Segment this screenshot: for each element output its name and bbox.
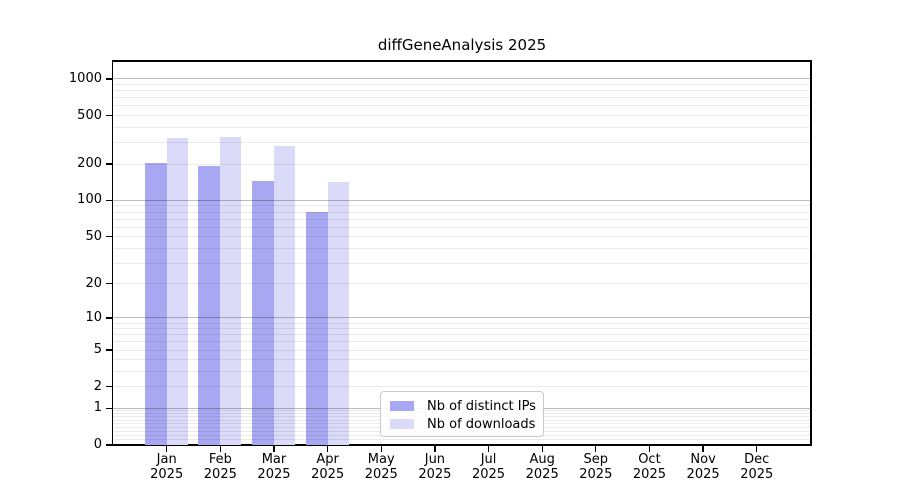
- x-tick-label: Dec 2025: [740, 452, 774, 482]
- y-tick-label: 2: [93, 378, 102, 394]
- minor-gridline: [113, 371, 811, 373]
- minor-gridline: [113, 163, 811, 165]
- legend-swatch-distinct-ips: [390, 401, 414, 411]
- minor-gridline: [113, 262, 811, 264]
- bar-distinct-ips: [251, 180, 274, 445]
- x-tick-mark: [434, 445, 436, 453]
- minor-gridline: [113, 283, 811, 285]
- x-tick-label: Aug 2025: [525, 452, 559, 482]
- minor-gridline: [113, 247, 811, 249]
- minor-gridline: [113, 126, 811, 128]
- y-tick-label: 1000: [68, 70, 102, 86]
- bar-distinct-ips: [305, 212, 328, 445]
- x-tick-mark: [595, 445, 597, 453]
- x-tick-label: Nov 2025: [686, 452, 720, 482]
- spine-bottom: [112, 444, 812, 446]
- spine-top: [112, 60, 812, 62]
- major-gridline: [113, 199, 811, 201]
- minor-gridline: [113, 97, 811, 99]
- bar-downloads: [327, 181, 349, 445]
- x-tick-label: Mar 2025: [257, 452, 291, 482]
- x-tick-mark: [273, 445, 275, 453]
- y-tick-label: 200: [77, 156, 102, 171]
- major-gridline: [113, 317, 811, 319]
- x-tick-mark: [380, 445, 382, 453]
- y-tick-mark: [106, 407, 113, 409]
- x-tick-label: Apr 2025: [311, 452, 345, 482]
- x-tick-mark: [326, 445, 329, 453]
- major-gridline: [113, 78, 811, 80]
- y-tick-label: 10: [85, 309, 102, 325]
- y-tick-mark: [106, 114, 113, 117]
- spine-right: [810, 60, 812, 446]
- y-tick-label: 50: [85, 228, 102, 244]
- x-tick-mark: [648, 445, 651, 453]
- y-tick-mark: [106, 317, 113, 319]
- y-tick-mark: [106, 386, 113, 388]
- x-tick-label: Jan 2025: [150, 452, 184, 482]
- x-tick-label: Jul 2025: [471, 452, 506, 482]
- minor-gridline: [113, 349, 811, 351]
- y-tick-label: 20: [85, 275, 102, 291]
- legend-item-downloads: Nb of downloads: [390, 415, 535, 433]
- x-tick-label: Feb 2025: [203, 452, 237, 482]
- minor-gridline: [113, 90, 811, 92]
- bar-downloads: [166, 138, 188, 445]
- y-tick-label: 1: [93, 400, 102, 416]
- minor-gridline: [113, 142, 811, 144]
- bar-distinct-ips: [144, 162, 167, 445]
- minor-gridline: [113, 105, 811, 107]
- minor-gridline: [113, 341, 811, 343]
- legend-label-distinct-ips: Nb of distinct IPs: [427, 398, 536, 414]
- legend: Nb of distinct IPs Nb of downloads: [380, 391, 544, 437]
- legend-item-distinct-ips: Nb of distinct IPs: [390, 397, 536, 415]
- x-tick-mark: [487, 445, 490, 453]
- y-tick-mark: [106, 199, 113, 202]
- y-tick-mark: [106, 236, 113, 238]
- x-tick-mark: [756, 445, 758, 453]
- plot-area: [113, 61, 811, 445]
- minor-gridline: [113, 211, 811, 213]
- y-tick-label: 500: [77, 107, 102, 123]
- minor-gridline: [113, 439, 811, 441]
- bar-downloads: [220, 136, 242, 445]
- minor-gridline: [113, 236, 811, 238]
- x-tick-mark: [702, 445, 704, 453]
- y-tick-label: 100: [77, 192, 102, 208]
- minor-gridline: [113, 386, 811, 388]
- legend-label-downloads: Nb of downloads: [427, 416, 536, 432]
- bar-distinct-ips: [198, 166, 221, 445]
- y-tick-mark: [106, 349, 113, 351]
- x-tick-label: Sep 2025: [579, 452, 613, 482]
- x-tick-label: Jun 2025: [418, 452, 452, 482]
- x-tick-mark: [219, 445, 221, 453]
- x-tick-label: Oct 2025: [632, 452, 666, 482]
- minor-gridline: [113, 322, 811, 324]
- y-tick-mark: [106, 283, 113, 285]
- spine-left: [112, 60, 114, 446]
- y-tick-mark: [106, 78, 113, 80]
- minor-gridline: [113, 218, 811, 220]
- minor-gridline: [113, 328, 811, 330]
- y-tick-label: 5: [93, 342, 102, 358]
- chart-title: diffGeneAnalysis 2025: [377, 36, 547, 54]
- minor-gridline: [113, 226, 811, 228]
- minor-gridline: [113, 115, 811, 117]
- minor-gridline: [113, 359, 811, 361]
- minor-gridline: [113, 334, 811, 336]
- y-tick-mark: [106, 163, 113, 165]
- legend-swatch-downloads: [390, 419, 414, 429]
- y-tick-label: 0: [93, 437, 102, 452]
- minor-gridline: [113, 84, 811, 86]
- bar-downloads: [273, 146, 295, 445]
- x-tick-mark: [166, 445, 168, 453]
- x-tick-mark: [541, 445, 543, 453]
- minor-gridline: [113, 205, 811, 207]
- y-tick-mark: [106, 444, 113, 446]
- x-tick-label: May 2025: [364, 452, 398, 482]
